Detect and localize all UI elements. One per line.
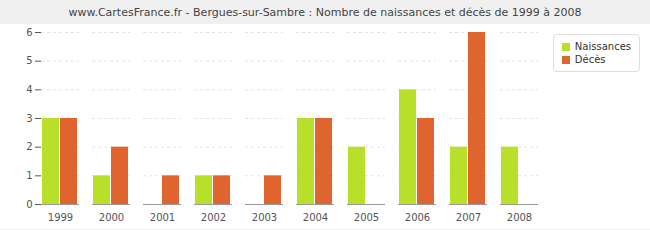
svg-text:2004: 2004 [303,212,328,223]
svg-text:3: 3 [26,113,32,124]
svg-text:4: 4 [26,84,32,95]
svg-text:2007: 2007 [456,212,481,223]
svg-text:1999: 1999 [48,212,73,223]
svg-text:2008: 2008 [507,212,532,223]
svg-text:2005: 2005 [354,212,379,223]
svg-text:2002: 2002 [201,212,226,223]
html-text:Naissances: Naissances [574,41,631,52]
svg-text:2006: 2006 [405,212,430,223]
svg-text:2001: 2001 [150,212,175,223]
svg-text:2000: 2000 [99,212,124,223]
html-text:Décès: Décès [574,54,606,65]
svg-text:0: 0 [26,199,32,210]
svg-text:5: 5 [26,55,32,66]
svg-text:1: 1 [26,170,32,181]
html-text:www.CartesFrance.fr - Bergues-: www.CartesFrance.fr - Bergues-sur-Sambre… [68,6,582,19]
svg-text:2: 2 [26,141,32,152]
svg-text:6: 6 [26,27,32,38]
svg-text:2003: 2003 [252,212,277,223]
